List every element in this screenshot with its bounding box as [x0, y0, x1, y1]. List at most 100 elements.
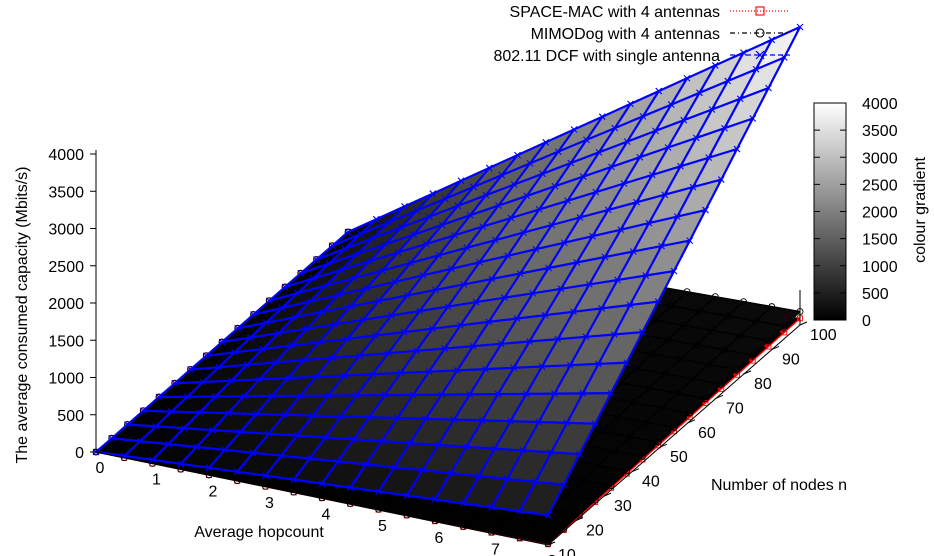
surface-facet [247, 345, 291, 365]
y-tick-label: 70 [726, 400, 744, 417]
data-point-marker [696, 89, 703, 97]
data-point-marker [413, 207, 421, 214]
surface-facet [203, 364, 247, 382]
data-point-marker [560, 239, 568, 247]
data-point-marker [629, 399, 637, 406]
data-point-marker [614, 276, 621, 284]
surface-facet [171, 396, 216, 413]
y-tick-mark [687, 419, 696, 424]
surface-facet [429, 186, 474, 217]
data-point-marker [554, 335, 562, 343]
data-point-marker [407, 259, 414, 267]
data-point-marker [278, 304, 286, 312]
surface-facet [313, 253, 358, 279]
surface-facet [127, 410, 172, 427]
surface-facet [335, 300, 379, 325]
surface-facet [262, 328, 307, 349]
data-point-marker [768, 303, 776, 311]
x-tick-label: 4 [322, 507, 331, 524]
data-point-marker [233, 468, 241, 476]
data-point-marker [677, 355, 684, 363]
data-point-marker [246, 334, 254, 341]
data-point-marker [375, 297, 383, 305]
legend-marker [755, 50, 765, 60]
data-point-marker [711, 62, 719, 69]
surface-facet [495, 209, 540, 241]
colorbar: 0 500 1000 1500 2000 2500 3000 3500 4000 [813, 96, 898, 330]
data-point-marker [607, 482, 615, 489]
data-point-marker [488, 275, 496, 283]
legend-label: 802.11 DCF with single antenna [493, 48, 720, 65]
surface-facet [680, 128, 725, 167]
data-point-marker [224, 409, 232, 417]
data-point-marker [721, 346, 728, 354]
data-point-marker [382, 240, 389, 248]
surface-facet [479, 448, 523, 479]
y-tick-label: 90 [782, 351, 800, 368]
data-point-marker [648, 171, 656, 179]
surface-facet [517, 288, 561, 319]
y-axis-line [547, 324, 801, 546]
data-point-marker [717, 176, 725, 183]
data-point-marker [595, 462, 602, 469]
z-tick-label: 0 [75, 445, 84, 462]
surface-facet [347, 315, 392, 339]
data-point-marker [337, 413, 345, 420]
surface-facet [671, 65, 716, 105]
surface-facet [639, 120, 684, 158]
surface-facet [218, 349, 263, 368]
surface-facet [338, 270, 383, 295]
surface-facet [375, 311, 420, 336]
data-point-marker [353, 250, 361, 258]
surface-facet [366, 262, 411, 289]
data-point-marker [401, 202, 408, 210]
data-point-marker [428, 325, 436, 333]
surface-facet [159, 382, 203, 397]
data-point-marker [215, 363, 223, 371]
data-point-marker [425, 368, 433, 376]
data-point-marker [598, 304, 606, 312]
data-point-marker [633, 198, 640, 206]
data-point-marker [705, 360, 713, 368]
data-point-marker [459, 522, 467, 530]
data-point-marker [328, 242, 336, 250]
surface-facet [401, 198, 446, 228]
surface-facet [381, 418, 426, 443]
data-point-marker [171, 379, 179, 387]
surface-facet [237, 308, 282, 329]
data-point-marker [501, 294, 508, 302]
data-point-marker [281, 283, 289, 291]
surface-facet [354, 252, 398, 278]
data-point-marker [680, 321, 688, 329]
data-point-marker [271, 359, 279, 366]
surface-facet [297, 269, 342, 294]
data-point-marker [416, 307, 424, 315]
surface-facet [266, 301, 310, 323]
surface-facet [473, 318, 517, 347]
data-point-marker [344, 228, 352, 236]
z-tick-label: 1500 [48, 333, 84, 350]
surface-facet [419, 284, 464, 311]
data-point-marker [369, 370, 376, 378]
data-point-marker [658, 242, 665, 250]
data-point-marker [240, 392, 248, 400]
data-point-marker [733, 145, 741, 153]
surface-facet [611, 130, 656, 167]
surface-facet [661, 210, 706, 247]
data-point-marker [475, 508, 483, 516]
data-point-marker [155, 393, 163, 401]
surface-facet [605, 223, 649, 257]
data-point-marker [124, 421, 131, 428]
surface-facet [712, 69, 756, 110]
surface-facet [501, 142, 546, 176]
data-point-marker [438, 391, 445, 398]
x-tick-label: 0 [96, 460, 105, 477]
data-point-marker [479, 223, 487, 231]
surface-facet [479, 232, 524, 263]
data-point-marker [444, 303, 452, 310]
surface-facet [369, 234, 414, 262]
surface-facet [482, 393, 527, 422]
data-point-marker [297, 269, 305, 277]
data-point-marker [686, 409, 694, 417]
surface-facet [513, 339, 558, 368]
